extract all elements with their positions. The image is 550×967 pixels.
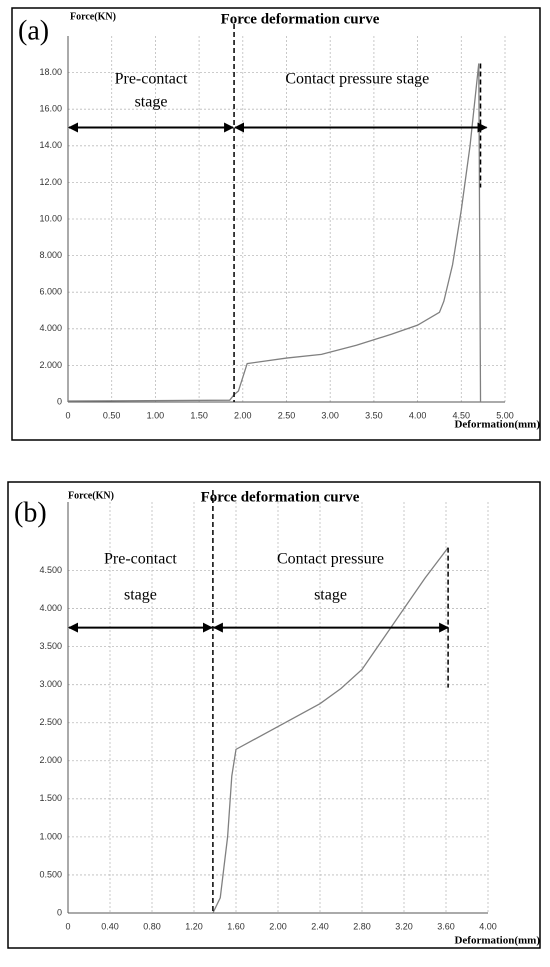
y-tick-label: 1.500 [39,793,62,803]
y-tick-label: 4.000 [39,323,62,333]
y-tick-label: 1.000 [39,831,62,841]
x-tick-label: 1.50 [190,410,208,420]
panel-border [11,7,541,441]
x-tick-label: 4.50 [453,410,471,420]
x-tick-label: 2.80 [353,921,371,931]
y-tick-label: 14.00 [39,140,62,150]
x-tick-label: 4.00 [479,921,497,931]
data-line [67,63,482,403]
x-tick-label: 0.80 [143,921,161,931]
stage-label: stage [135,94,168,111]
y-tick-label: 3.000 [39,679,62,689]
stage-label: Contact pressure [277,551,384,568]
y-tick-label: 2.000 [39,360,62,370]
y-tick-label: 0.500 [39,869,62,879]
x-tick-label: 3.50 [365,410,383,420]
y-tick-label: 0 [57,907,62,917]
x-tick-label: 2.00 [269,921,287,931]
y-axis-label: Force(KN) [70,11,116,22]
panel-border [7,481,541,949]
x-tick-label: 0 [65,921,70,931]
data-line [212,547,449,914]
chart-title: Force deformation curve [201,489,360,505]
x-tick-label: 1.20 [185,921,203,931]
y-tick-label: 2.500 [39,717,62,727]
y-tick-label: 12.00 [39,177,62,187]
x-tick-label: 0 [65,410,70,420]
panel-label: (b) [14,497,47,528]
x-tick-label: 1.00 [147,410,165,420]
y-tick-label: 10.00 [39,213,62,223]
x-tick-label: 3.60 [437,921,455,931]
x-tick-label: 2.00 [234,410,252,420]
y-tick-label: 0 [57,396,62,406]
x-tick-label: 0.40 [101,921,119,931]
panel-label: (a) [18,15,49,46]
x-tick-label: 2.50 [278,410,296,420]
x-tick-label: 0.50 [103,410,121,420]
y-tick-label: 18.00 [39,67,62,77]
stage-label: stage [314,587,347,604]
stage-label: Pre-contact [104,551,177,568]
y-tick-label: 2.000 [39,755,62,765]
y-axis-label: Force(KN) [68,490,114,501]
x-tick-label: 3.20 [395,921,413,931]
y-tick-label: 8.000 [39,250,62,260]
chart-title: Force deformation curve [221,11,380,27]
x-axis-label: Deformation(mm) [454,935,540,947]
stage-label: Contact pressure stage [285,71,429,88]
y-tick-label: 4.500 [39,565,62,575]
stage-label: Pre-contact [115,71,188,88]
x-tick-label: 5.00 [496,410,514,420]
y-tick-label: 6.000 [39,287,62,297]
x-tick-label: 1.60 [227,921,245,931]
x-tick-label: 2.40 [311,921,329,931]
y-tick-label: 4.000 [39,603,62,613]
y-tick-label: 3.500 [39,641,62,651]
y-tick-label: 16.00 [39,104,62,114]
x-axis-label: Deformation(mm) [454,419,540,431]
stage-label: stage [124,587,157,604]
x-tick-label: 4.00 [409,410,427,420]
x-tick-label: 3.00 [321,410,339,420]
